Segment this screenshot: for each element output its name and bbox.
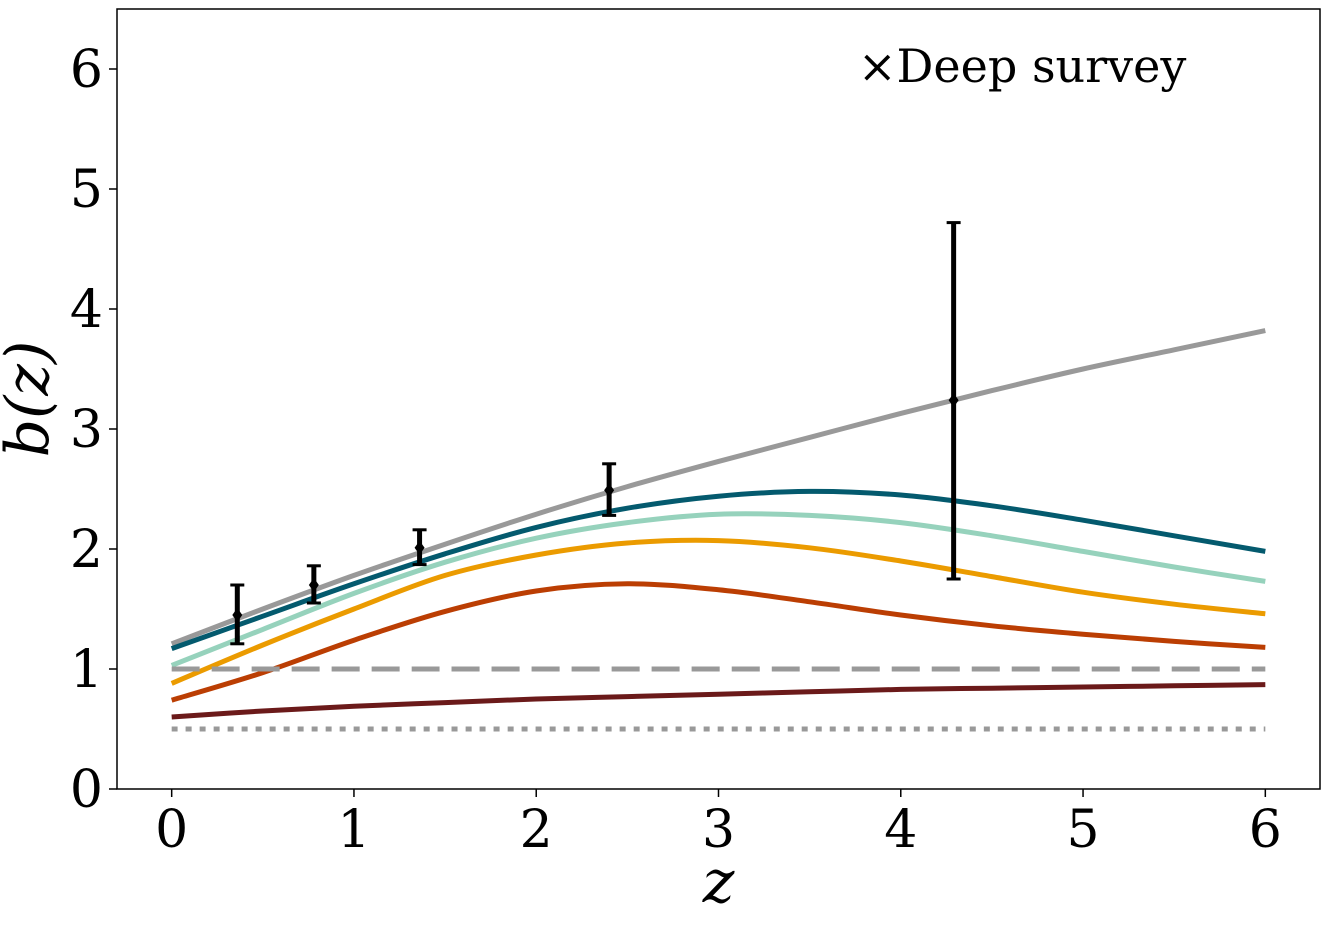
- y-tick-label: 5: [70, 160, 103, 220]
- x-tick-label: 4: [884, 800, 917, 860]
- x-tick-label: 1: [337, 800, 370, 860]
- series-line-2: [170, 511, 1266, 668]
- y-tick-label: 4: [70, 280, 103, 340]
- plot-frame: [116, 8, 1321, 790]
- y-tick-label: 2: [70, 520, 103, 580]
- data-point-1: [306, 564, 321, 605]
- point-marker: [604, 483, 615, 498]
- x-tick-label: 2: [520, 800, 553, 860]
- data-point-3: [602, 462, 617, 517]
- point-marker: [948, 393, 959, 408]
- x-tick-label: 6: [1249, 800, 1282, 860]
- series-line-3: [170, 537, 1266, 686]
- x-tick-label: 5: [1066, 800, 1099, 860]
- y-tick-label: 6: [70, 40, 103, 100]
- point-marker: [232, 608, 243, 622]
- data-point-2: [412, 528, 427, 567]
- series-line-4: [170, 581, 1266, 703]
- y-tick-label: 1: [70, 640, 103, 700]
- data-points: [230, 221, 961, 646]
- series-line-0: [170, 328, 1266, 647]
- x-axis-label: z: [702, 847, 735, 917]
- series-line-1: [170, 488, 1266, 651]
- point-marker: [414, 540, 425, 555]
- series-line-5: [171, 682, 1266, 720]
- series-lines: [170, 328, 1266, 732]
- x-tick-label: 0: [155, 800, 188, 860]
- y-axis-label: b(z): [0, 341, 63, 458]
- data-point-0: [230, 583, 245, 646]
- point-marker: [308, 578, 319, 592]
- y-tick-label: 3: [70, 400, 103, 460]
- data-point-4: [946, 221, 961, 581]
- y-tick-label: 0: [70, 760, 103, 820]
- x-ticks: 0 1 2 3 4 5 6: [155, 789, 1282, 860]
- y-ticks: 0 1 2 3 4 5 6: [70, 40, 117, 820]
- deep-survey-annotation: ×Deep survey: [858, 39, 1186, 93]
- x-tick-label: 3: [702, 800, 735, 860]
